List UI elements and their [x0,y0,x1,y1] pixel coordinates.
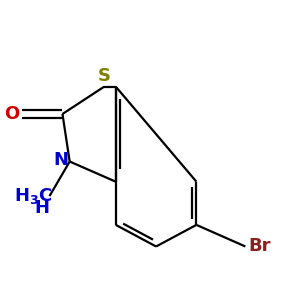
Text: N: N [53,151,68,169]
Text: H: H [34,199,50,217]
Text: Br: Br [248,238,271,256]
Text: O: O [4,105,19,123]
Text: S: S [98,67,111,85]
Text: $\mathregular{H_3C}$: $\mathregular{H_3C}$ [14,186,52,206]
